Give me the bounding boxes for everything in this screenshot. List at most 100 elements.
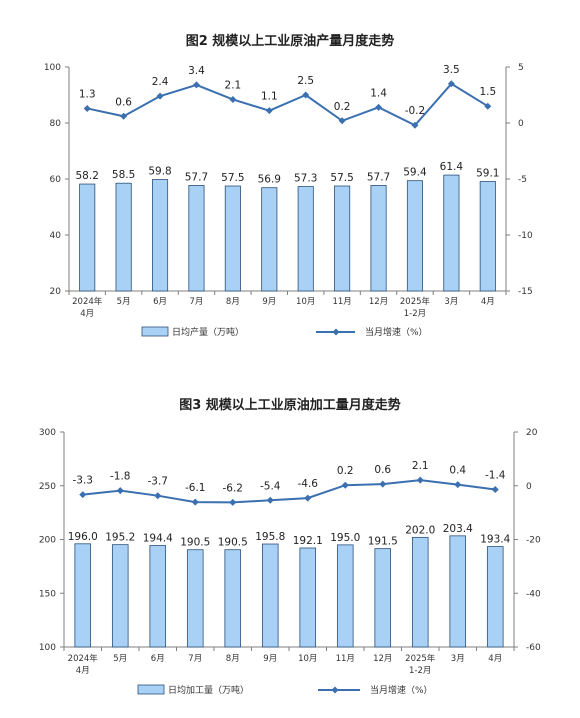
y-tick-right-label: 0 [518, 119, 524, 129]
line-point [79, 491, 87, 499]
bar [336, 544, 354, 648]
bar [74, 543, 92, 648]
line-point [120, 112, 128, 120]
chart-crude-oil-processing: 图3 规模以上工业原油加工量月度走势100150200250300-60-40-… [39, 397, 541, 696]
line-point [229, 498, 237, 506]
legend-line-marker [332, 328, 340, 336]
line-data-label: -1.8 [110, 471, 131, 483]
bar [406, 180, 424, 292]
x-tick-label: 2025年 [405, 653, 436, 664]
x-tick-label: 11月 [332, 297, 351, 307]
line-data-label: -4.6 [298, 478, 319, 490]
line-point [116, 487, 124, 495]
line-point [491, 486, 499, 494]
legend-bar-label: 日均加工量（万吨） [168, 684, 249, 696]
y-tick-left-label: 150 [39, 589, 56, 599]
x-tick-label: 2024年 [72, 296, 103, 307]
x-tick-label: 4月 [80, 309, 94, 319]
bar-data-label: 195.8 [255, 531, 285, 543]
bar [261, 187, 278, 292]
x-tick-label: 4月 [76, 666, 90, 676]
x-tick-label: 8月 [226, 654, 240, 664]
x-tick-label: 1-2月 [404, 309, 426, 319]
growth-line [86, 82, 489, 127]
y-tick-right-label: 0 [526, 482, 532, 492]
y-tick-right-label: -20 [526, 536, 541, 546]
bar-data-label: 195.2 [105, 532, 135, 544]
line-point [411, 121, 419, 129]
bar-data-label: 57.3 [294, 173, 317, 185]
line-data-label: 2.1 [225, 79, 242, 91]
x-tick-label: 1-2月 [409, 666, 431, 676]
legend-line-marker [331, 686, 339, 694]
x-tick-label: 12月 [369, 297, 388, 307]
line-data-label: 0.4 [449, 465, 466, 477]
bar [151, 179, 169, 292]
bar-data-label: 192.1 [293, 535, 323, 547]
x-tick-label: 6月 [151, 654, 165, 664]
y-tick-left-label: 250 [39, 482, 56, 492]
bar-data-label: 202.0 [405, 524, 435, 536]
bar [149, 545, 167, 648]
bar [115, 182, 132, 292]
x-tick-label: 12月 [373, 654, 392, 664]
x-tick-label: 6月 [153, 297, 167, 307]
line-data-label: 0.6 [374, 464, 391, 476]
x-tick-label: 2024年 [68, 653, 99, 664]
line-point [229, 95, 237, 103]
line-data-label: 0.2 [337, 465, 354, 477]
bar-data-label: 193.4 [480, 534, 510, 546]
legend-bar-swatch [141, 326, 169, 337]
line-point [83, 104, 91, 112]
bar-data-label: 56.9 [258, 174, 281, 186]
bar [261, 543, 279, 648]
y-tick-left-label: 100 [44, 63, 61, 73]
bar-data-label: 195.0 [330, 532, 360, 544]
y-tick-left-label: 20 [50, 287, 62, 297]
y-tick-left-label: 40 [50, 231, 62, 241]
y-tick-right-label: 5 [518, 63, 524, 73]
line-data-label: 2.5 [297, 75, 314, 87]
line-point [484, 102, 492, 110]
bar-data-label: 61.4 [440, 161, 464, 173]
bar-data-label: 59.8 [148, 166, 171, 178]
bar [486, 546, 504, 648]
legend-bar-swatch [137, 684, 165, 695]
bar-data-label: 203.4 [443, 523, 473, 535]
bar [188, 185, 205, 292]
chart-crude-oil-production: 图2 规模以上工业原油产量月度走势 20 40 60 80 100 -15 -10 -5 0 5 20… [44, 33, 533, 338]
legend-line-label: 当月增速（%） [370, 684, 433, 696]
line-point [154, 492, 162, 500]
bar-data-label: 59.1 [476, 168, 499, 180]
x-tick-label: 11月 [336, 654, 355, 664]
y-tick-right-label: -15 [518, 287, 533, 297]
line-point [304, 494, 312, 502]
line-data-label: -0.2 [405, 105, 426, 117]
line-point [265, 107, 273, 115]
line-point [447, 80, 455, 88]
bar [374, 548, 392, 648]
line-data-label: 1.3 [79, 88, 96, 100]
bar [443, 174, 460, 292]
line-point [338, 117, 346, 125]
line-point [191, 498, 199, 506]
bar-data-label: 58.5 [112, 169, 135, 181]
y-tick-right-label: -10 [518, 231, 533, 241]
x-tick-label: 3月 [451, 654, 465, 664]
legend-line-label: 当月增速（%） [365, 326, 428, 338]
line-point [156, 92, 164, 100]
bar [186, 549, 204, 648]
bar-data-label: 191.5 [368, 536, 398, 548]
bar [411, 536, 429, 648]
line-data-label: 0.2 [334, 101, 351, 113]
line-data-label: 3.4 [188, 65, 205, 77]
bar [449, 535, 467, 648]
line-data-label: 1.5 [479, 86, 496, 98]
line-data-label: -6.1 [185, 482, 206, 494]
line-data-label: 0.6 [115, 96, 132, 108]
x-tick-label: 7月 [189, 297, 203, 307]
bar [297, 186, 314, 292]
x-tick-label: 4月 [481, 297, 495, 307]
bar [299, 547, 317, 648]
